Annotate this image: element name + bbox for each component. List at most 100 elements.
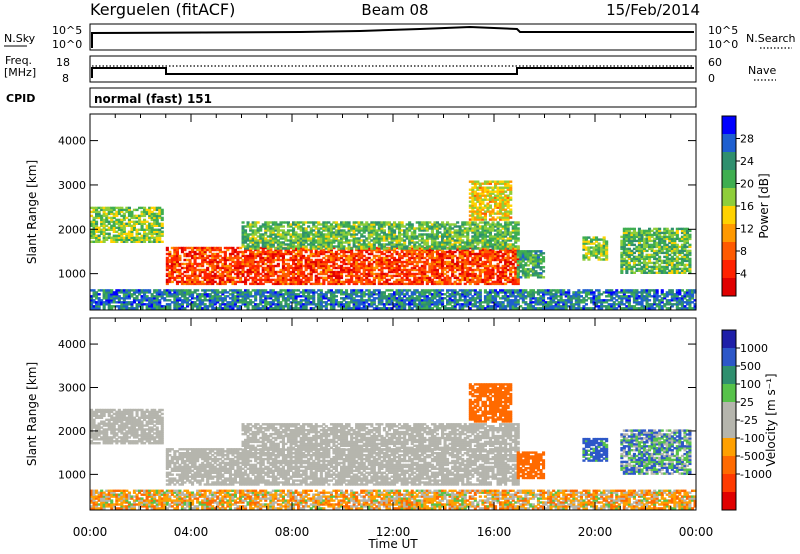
power-cell-band-2 xyxy=(410,237,414,240)
power-cell-band-2 xyxy=(357,225,361,228)
power-cell-band-1 xyxy=(251,278,255,282)
power-cell-band-2 xyxy=(251,235,255,238)
power-cell-band-1 xyxy=(334,262,338,266)
power-cell-band-1 xyxy=(367,270,371,274)
power-cell-band-1 xyxy=(499,274,503,278)
power-cell-band-5 xyxy=(605,246,609,249)
power-cell-band-4 xyxy=(524,252,528,255)
power-cell-band-1 xyxy=(433,266,437,270)
power-cell-band-6 xyxy=(622,237,626,241)
power-cell-band-1 xyxy=(370,264,374,268)
power-cell-band-5 xyxy=(584,238,588,241)
power-cell-band-2 xyxy=(324,239,328,242)
power-cell-band-0 xyxy=(140,236,144,239)
power-cell-band-2 xyxy=(483,235,487,238)
power-cell-band-1 xyxy=(367,260,371,264)
power-cell-band-2 xyxy=(340,225,344,228)
power-cell-band-2 xyxy=(337,229,341,232)
power-cell-band-2 xyxy=(329,229,333,232)
power-cell-band-0 xyxy=(122,228,126,231)
power-cell-band-0 xyxy=(125,222,129,225)
power-cell-band-2 xyxy=(398,241,402,244)
power-cell-band-2 xyxy=(380,231,384,234)
power-cell-band-2 xyxy=(491,225,495,228)
power-cell-band-1 xyxy=(274,272,278,276)
power-cell-band-2 xyxy=(476,231,480,234)
power-cell-band-1 xyxy=(244,276,248,280)
power-cell-band-3 xyxy=(494,206,498,209)
power-cell-band-1 xyxy=(304,278,308,282)
power-cell-band-6 xyxy=(620,271,624,274)
power-cell-band-2 xyxy=(249,225,253,228)
power-cell-band-1 xyxy=(390,270,394,274)
power-cell-band-1 xyxy=(496,254,500,258)
power-cell-band-2 xyxy=(249,245,253,248)
power-cell-band-1 xyxy=(211,264,215,268)
power-cell-band-1 xyxy=(468,266,472,270)
power-cell-band-1 xyxy=(256,268,260,272)
power-cell-band-3 xyxy=(491,188,495,191)
power-cell-band-0 xyxy=(100,232,104,235)
power-cell-band-4 xyxy=(531,260,535,263)
power-cell-band-0 xyxy=(125,232,129,235)
power-cell-band-2 xyxy=(408,243,412,246)
power-cell-band-2 xyxy=(463,243,467,246)
power-cell-band-1 xyxy=(423,264,427,268)
power-cell-band-1 xyxy=(413,280,417,284)
power-cell-band-2 xyxy=(284,221,288,224)
power-cell-band-0 xyxy=(145,212,149,216)
power-cell-band-1 xyxy=(451,258,455,262)
power-cell-band-2 xyxy=(304,237,308,240)
power-cell-band-1 xyxy=(201,262,205,266)
power-cell-band-2 xyxy=(294,233,298,236)
power-cell-band-1 xyxy=(292,274,296,278)
power-cell-band-0 xyxy=(115,230,119,233)
power-cell-band-2 xyxy=(289,233,293,236)
power-cell-band-1 xyxy=(223,264,227,268)
power-cell-band-1 xyxy=(514,282,518,286)
power-cell-band-1 xyxy=(223,258,227,262)
power-cell-band-0 xyxy=(143,214,147,218)
power-cell-band-0 xyxy=(135,228,139,231)
power-cell-band-2 xyxy=(350,227,354,230)
power-cell-band-1 xyxy=(297,250,301,254)
power-cell-band-1 xyxy=(307,260,311,264)
power-cell-band-6 xyxy=(625,237,629,241)
power-cell-band-3 xyxy=(504,190,508,193)
power-cell-band-1 xyxy=(337,272,341,276)
power-cell-band-2 xyxy=(372,237,376,240)
power-cell-band-6 xyxy=(632,243,636,247)
power-cell-band-2 xyxy=(516,229,520,232)
power-cell-band-2 xyxy=(390,225,394,228)
power-cell-band-1 xyxy=(193,272,197,276)
power-cell-band-0 xyxy=(127,238,131,241)
power-cell-band-1 xyxy=(329,278,333,282)
power-cell-band-0 xyxy=(130,238,134,241)
power-cell-band-2 xyxy=(501,231,505,234)
power-cell-band-1 xyxy=(299,258,303,262)
power-cell-band-6 xyxy=(625,233,629,237)
power-cell-band-2 xyxy=(286,247,290,250)
power-cell-band-1 xyxy=(168,266,172,270)
power-cell-band-2 xyxy=(425,237,429,240)
power-cell-band-2 xyxy=(299,237,303,240)
power-cell-band-2 xyxy=(438,231,442,234)
power-cell-band-5 xyxy=(582,256,586,259)
power-cell-band-1 xyxy=(355,266,359,270)
power-cell-band-2 xyxy=(324,223,328,226)
power-cell-band-1 xyxy=(451,260,455,264)
power-cell-band-1 xyxy=(317,262,321,266)
power-cell-band-1 xyxy=(183,262,187,266)
power-cell-band-1 xyxy=(246,272,250,276)
power-cell-band-0 xyxy=(132,216,136,220)
power-cell-band-1 xyxy=(451,274,455,278)
power-cell-band-2 xyxy=(269,239,273,242)
power-cell-band-1 xyxy=(365,268,369,272)
power-cell-band-1 xyxy=(249,264,253,268)
power-cell-band-1 xyxy=(466,252,470,256)
power-cell-band-1 xyxy=(334,276,338,280)
power-cell-band-2 xyxy=(483,233,487,236)
power-cell-band-2 xyxy=(254,229,258,232)
power-cell-band-1 xyxy=(340,280,344,284)
power-cell-band-0 xyxy=(117,210,121,214)
